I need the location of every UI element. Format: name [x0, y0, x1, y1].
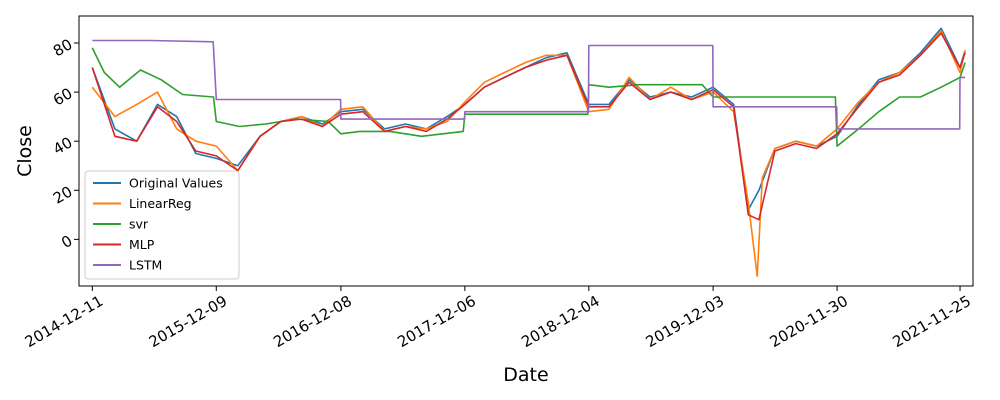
- x-tick-label: 2017-12-06: [394, 292, 479, 351]
- legend-label: Original Values: [129, 176, 223, 191]
- x-tick-label: 2014-12-11: [22, 292, 107, 351]
- x-tick-label: 2015-12-09: [146, 292, 231, 351]
- x-tick-label: 2018-12-04: [518, 292, 603, 351]
- legend-label: svr: [129, 217, 149, 232]
- legend-label: MLP: [129, 237, 155, 252]
- x-axis-title: Date: [503, 364, 548, 386]
- legend-box: [84, 170, 240, 280]
- y-tick-label: 0: [58, 232, 75, 252]
- plot-frame: [78, 15, 974, 287]
- series-line-svr: [91, 47, 966, 147]
- x-axis: 2014-12-11 2015-12-09 2016-12-08 2017-12-06…: [22, 286, 974, 351]
- y-axis-title: Close: [14, 125, 36, 177]
- x-tick-label: 2021-11-25: [890, 292, 975, 351]
- series-layer: [91, 27, 966, 278]
- series-line-lstm: [92, 39, 966, 130]
- legend-label: LinearReg: [129, 196, 192, 211]
- x-tick-label: 2020-11-30: [767, 292, 852, 351]
- x-tick-label: 2016-12-08: [270, 292, 355, 351]
- legend-label: LSTM: [129, 258, 162, 273]
- legend: Original Values LinearReg svr MLP LSTM: [84, 170, 240, 280]
- y-tick-label: 20: [50, 182, 76, 207]
- x-tick-label: 2019-12-03: [643, 292, 728, 351]
- y-tick-label: 60: [50, 84, 76, 109]
- y-tick-label: 80: [50, 35, 76, 60]
- series-line-mlp: [91, 32, 966, 221]
- y-axis: 0 20 40 60 80: [50, 35, 79, 252]
- y-tick-label: 40: [50, 133, 76, 158]
